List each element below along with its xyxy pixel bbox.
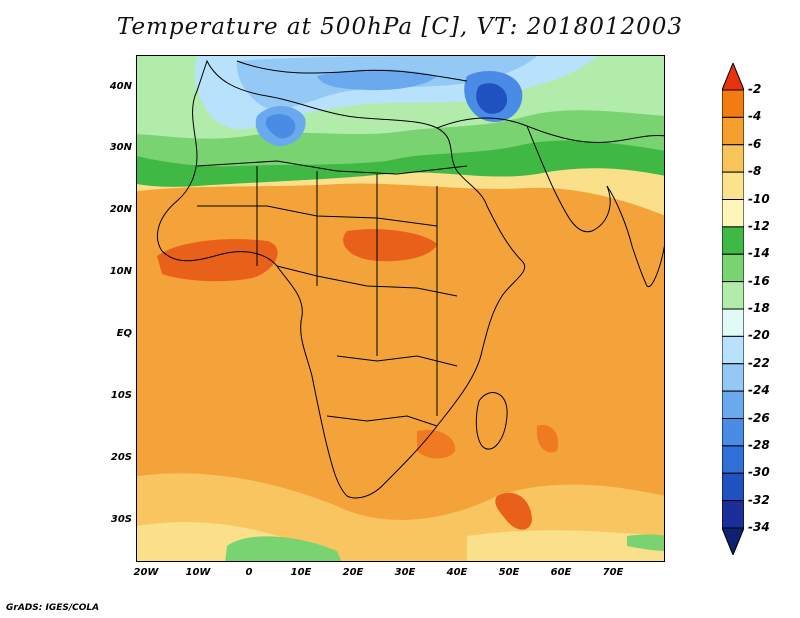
field-warm-south-africa bbox=[417, 429, 456, 459]
lon-label: 60E bbox=[550, 567, 572, 578]
india-coast bbox=[606, 185, 664, 288]
colorbar-segment bbox=[722, 63, 744, 91]
field-cold-mid bbox=[317, 69, 437, 91]
lon-label: 40E bbox=[446, 567, 468, 578]
field-south-green-east bbox=[627, 534, 664, 551]
colorbar-segment bbox=[722, 89, 744, 118]
middle-east-coast bbox=[436, 117, 664, 144]
colorbar-segment bbox=[722, 253, 744, 283]
arabia-coast bbox=[526, 125, 611, 233]
credit-text: GrADS: IGES/COLA bbox=[6, 603, 100, 613]
central-borders bbox=[276, 265, 458, 297]
lat-label: 30N bbox=[109, 142, 132, 153]
colorbar-label: -20 bbox=[748, 328, 770, 343]
colorbar-segment bbox=[722, 171, 744, 200]
meridional-borders bbox=[256, 166, 438, 416]
colorbar-segment bbox=[722, 363, 744, 392]
colorbar-label: -4 bbox=[748, 109, 762, 124]
colorbar-segment bbox=[722, 144, 744, 173]
colorbar-label: -22 bbox=[748, 355, 770, 370]
lon-label: 30E bbox=[394, 567, 416, 578]
temperature-map bbox=[136, 55, 665, 562]
colorbar-segment bbox=[722, 418, 744, 447]
lon-label: 10W bbox=[185, 567, 211, 578]
map-canvas bbox=[137, 56, 664, 561]
colorbar-label: -6 bbox=[748, 136, 762, 151]
field-warm-west bbox=[157, 239, 278, 282]
lon-label: 0 bbox=[245, 567, 253, 578]
colorbar bbox=[722, 63, 744, 555]
colorbar-label: -34 bbox=[748, 520, 770, 534]
colorbar-segment bbox=[722, 116, 744, 146]
lon-label: 50E bbox=[498, 567, 520, 578]
lat-label: EQ bbox=[116, 328, 132, 339]
colorbar-label: -12 bbox=[748, 218, 770, 233]
lon-label: 10E bbox=[290, 567, 312, 578]
colorbar-label: -14 bbox=[748, 246, 770, 261]
lat-label: 20S bbox=[110, 452, 132, 463]
coastlines bbox=[157, 59, 664, 499]
field-warm-indian bbox=[536, 425, 559, 453]
lon-label: 20E bbox=[342, 567, 364, 578]
colorbar-label: -16 bbox=[748, 273, 770, 288]
colorbar-segment bbox=[722, 390, 744, 419]
lat-label: 40N bbox=[109, 81, 132, 92]
south-africa-borders bbox=[326, 415, 438, 427]
colorbar-label: -18 bbox=[748, 301, 770, 315]
field-warm-central bbox=[343, 229, 437, 262]
colorbar-segment bbox=[722, 527, 744, 555]
field-warm-madagascar bbox=[495, 492, 532, 530]
lat-label: 20N bbox=[109, 204, 132, 215]
plot-title: Temperature at 500hPa [C], VT: 201801200… bbox=[116, 14, 684, 40]
colorbar-label: -24 bbox=[748, 383, 770, 398]
field-cold-core-east-inner bbox=[476, 83, 508, 114]
field-south-green bbox=[225, 536, 342, 561]
colorbar-segment bbox=[722, 281, 744, 310]
colorbar-segment bbox=[722, 199, 744, 228]
lon-label: 20W bbox=[133, 567, 159, 578]
colorbar-label: -30 bbox=[748, 465, 770, 480]
colorbar-segment bbox=[722, 500, 744, 529]
colorbar-segment bbox=[722, 445, 744, 474]
colorbar-segment bbox=[722, 472, 744, 502]
lon-label: 70E bbox=[602, 567, 624, 578]
colorbar-segment bbox=[722, 226, 744, 255]
lat-label: 10N bbox=[109, 266, 132, 277]
europe-coast bbox=[236, 60, 468, 82]
madagascar-coast bbox=[475, 392, 508, 450]
field-cold-core-west-inner bbox=[265, 114, 296, 139]
north-africa-borders bbox=[196, 160, 468, 175]
lat-label: 10S bbox=[110, 390, 132, 401]
colorbar-label: -8 bbox=[748, 164, 762, 179]
colorbar-segment bbox=[722, 308, 744, 337]
lat-label: 30S bbox=[110, 514, 132, 525]
colorbar-label: -28 bbox=[748, 437, 770, 452]
colorbar-label: -26 bbox=[748, 410, 770, 425]
colorbar-label: -2 bbox=[748, 82, 762, 96]
colorbar-segment bbox=[722, 335, 744, 365]
colorbar-label: -10 bbox=[748, 191, 770, 206]
colorbar-label: -32 bbox=[748, 492, 770, 507]
